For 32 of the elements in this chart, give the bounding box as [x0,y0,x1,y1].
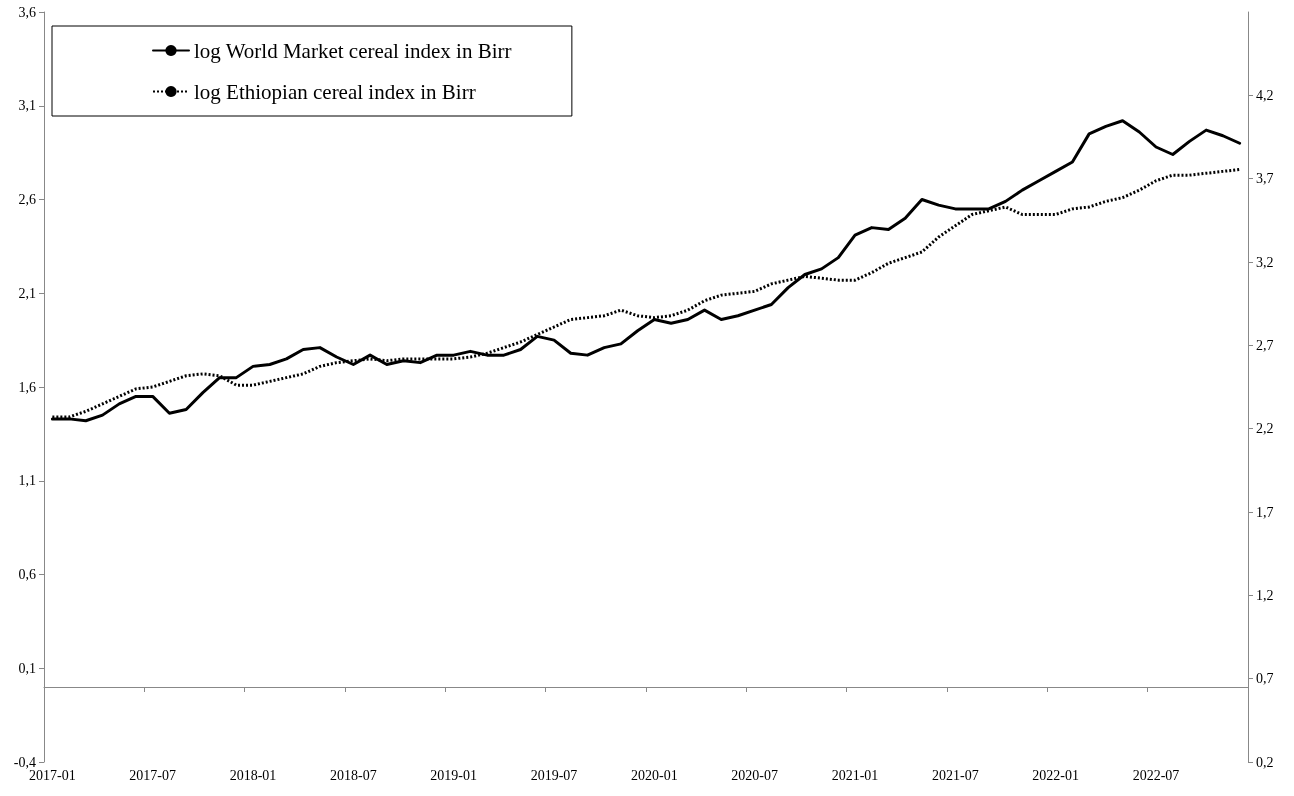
x-tick-label: 2021-07 [932,767,979,783]
x-tick-label: 2020-07 [731,767,779,783]
y2-tick-label: 1,2 [1256,587,1274,603]
y-tick-label: 1,1 [18,473,36,489]
x-tick-label: 2017-01 [29,767,76,783]
x-tick-label: 2021-01 [831,767,879,783]
y2-tick-label: 3,7 [1256,171,1274,187]
legend-label: log Ethiopian cereal index in Birr [194,79,476,104]
x-tick-label: 2019-01 [430,767,478,783]
y2-tick-label: 0,2 [1256,754,1274,770]
x-tick-label: 2020-01 [631,767,678,783]
y-tick-label: 2,1 [18,285,36,301]
y-tick-label: 2,6 [18,192,36,207]
y2-tick-label: 2,2 [1256,421,1274,437]
x-tick-label: 2022-07 [1132,767,1180,783]
y2-tick-label: 2,7 [1256,337,1274,353]
y-tick-label: 3,1 [18,98,36,114]
y2-tick-label: 0,7 [1256,671,1274,687]
y-tick-label: -0,4 [13,754,36,770]
x-tick-label: 2018-01 [229,767,277,783]
y-tick-label: 3,6 [18,4,36,20]
y-tick-label: 0,1 [18,660,36,676]
x-tick-label: 2019-07 [530,767,578,783]
y2-tick-label: 1,7 [1256,504,1274,520]
x-tick-label: 2022-01 [1032,767,1080,783]
y-tick-label: 1,6 [18,379,36,395]
y-tick-label: 0,6 [18,567,36,582]
y2-tick-label: 3,2 [1256,254,1274,270]
x-tick-label: 2017-07 [129,767,177,783]
legend-label: log World Market cereal index in Birr [194,38,512,63]
y2-tick-label: 4,2 [1256,87,1274,103]
x-tick-label: 2018-07 [330,767,377,783]
